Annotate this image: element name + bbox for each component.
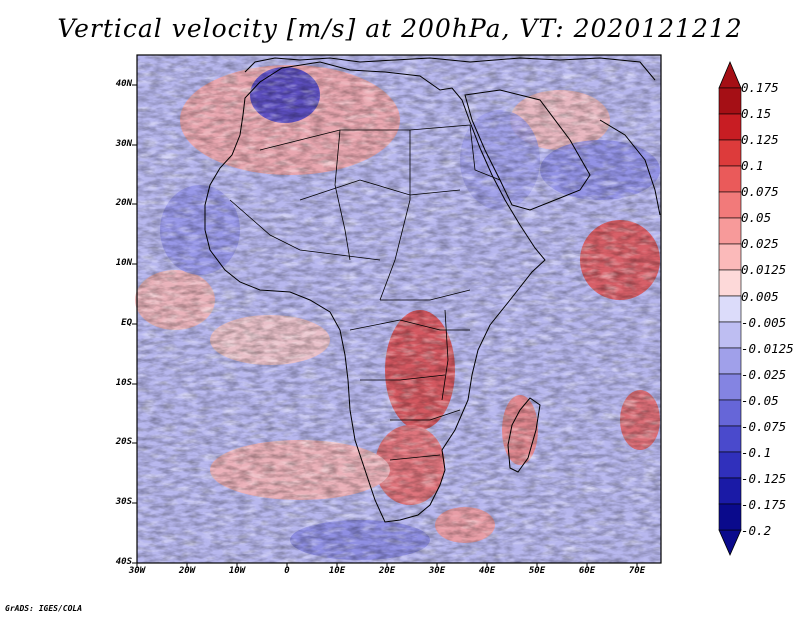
colorbar-label: -0.025 (741, 367, 787, 382)
coastlines (204, 57, 661, 523)
lon-label-40e: 40E (478, 566, 496, 576)
lat-label-20n: 20N (115, 198, 132, 208)
colorbar-cell (718, 269, 742, 297)
colorbar-label: -0.005 (741, 315, 787, 330)
colorbar-label: -0.1 (741, 445, 772, 460)
lat-label-20s: 20S (115, 437, 132, 447)
lon-label-30e: 30E (428, 566, 446, 576)
country-borders (229, 124, 501, 461)
lat-label-10n: 10N (115, 258, 132, 268)
lon-label-60e: 60E (578, 566, 596, 576)
colorbar-bottom-arrow (718, 529, 742, 556)
colorbar-label: -0.2 (741, 523, 772, 538)
india-coastline (599, 119, 661, 216)
colorbar-cell (718, 425, 742, 453)
colorbar-top-arrow (718, 60, 742, 89)
colorbar-cell (718, 243, 742, 271)
lon-label-20w: 20W (178, 566, 196, 576)
colorbar-cell (718, 477, 742, 505)
map-frame (136, 54, 662, 564)
colorbar-label: -0.0125 (741, 341, 794, 356)
colorbar-cell (718, 191, 742, 219)
colorbar-label: 0.075 (741, 184, 779, 199)
lon-label-0: 0 (284, 566, 290, 576)
colorbar-cell (718, 503, 742, 531)
madagascar-coastline (507, 397, 541, 473)
lon-label-70e: 70E (628, 566, 646, 576)
colorbar-cell (718, 321, 742, 349)
grads-credit: GrADS: IGES/COLA (5, 604, 83, 613)
lat-label-eq: EQ (121, 318, 132, 328)
colorbar-cell (718, 295, 742, 323)
colorbar-cell (718, 113, 742, 141)
colorbar-cell (718, 451, 742, 479)
axis-ticks (132, 84, 638, 568)
colorbar-label: 0.175 (741, 80, 779, 95)
lat-label-10s: 10S (115, 378, 132, 388)
arabia-coastline (464, 89, 591, 211)
lon-label-20e: 20E (378, 566, 396, 576)
colorbar-label: 0.1 (741, 158, 764, 173)
lat-label-40s: 40S (115, 557, 132, 567)
colorbar-label: -0.125 (741, 471, 787, 486)
colorbar-label: 0.025 (741, 236, 779, 251)
chart-title: Vertical velocity [m/s] at 200hPa, VT: 2… (57, 14, 743, 43)
colorbar-label: 0.005 (741, 289, 779, 304)
colorbar-cell (718, 87, 742, 115)
colorbar (718, 60, 742, 556)
lon-label-10e: 10E (328, 566, 346, 576)
europe-coastline (244, 57, 656, 81)
colorbar-label: -0.05 (741, 393, 779, 408)
colorbar-cell (718, 217, 742, 245)
colorbar-label: -0.175 (741, 497, 787, 512)
colorbar-label: 0.0125 (741, 262, 787, 277)
colorbar-label: -0.075 (741, 419, 787, 434)
africa-coastline (204, 61, 546, 523)
colorbar-label: 0.05 (741, 210, 772, 225)
lat-label-40n: 40N (115, 79, 132, 89)
colorbar-label: 0.125 (741, 132, 779, 147)
colorbar-cell (718, 373, 742, 401)
colorbar-cell (718, 165, 742, 193)
colorbar-cell (718, 399, 742, 427)
colorbar-cell (718, 347, 742, 375)
colorbar-cell (718, 139, 742, 167)
lat-label-30n: 30N (115, 139, 132, 149)
colorbar-label: 0.15 (741, 106, 772, 121)
lon-label-30w: 30W (128, 566, 146, 576)
lat-label-30s: 30S (115, 497, 132, 507)
lon-label-10w: 10W (228, 566, 246, 576)
lon-label-50e: 50E (528, 566, 546, 576)
